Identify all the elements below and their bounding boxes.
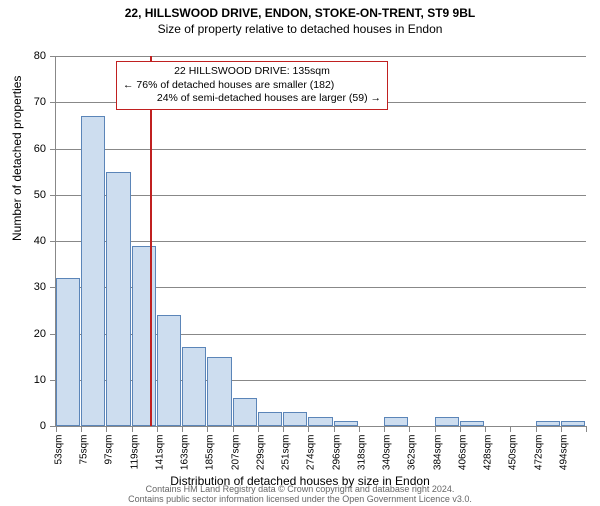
y-tick <box>50 195 56 196</box>
x-tick <box>359 426 360 432</box>
y-tick-label: 50 <box>21 189 46 201</box>
footer-line-2: Contains public sector information licen… <box>0 495 600 505</box>
gridline <box>56 56 586 57</box>
annotation-box: 22 HILLSWOOD DRIVE: 135sqm← 76% of detac… <box>116 61 388 110</box>
reference-line <box>150 56 152 426</box>
histogram-bar <box>157 315 181 426</box>
x-tick <box>384 426 385 432</box>
chart-area: 0102030405060708053sqm75sqm97sqm119sqm14… <box>55 56 585 426</box>
x-tick <box>561 426 562 432</box>
x-tick <box>81 426 82 432</box>
histogram-bar <box>258 412 282 426</box>
x-tick <box>132 426 133 432</box>
x-tick <box>258 426 259 432</box>
y-tick-label: 20 <box>21 328 46 340</box>
annotation-line-1: 22 HILLSWOOD DRIVE: 135sqm <box>123 65 381 79</box>
y-tick-label: 70 <box>21 96 46 108</box>
histogram-bar <box>106 172 130 426</box>
x-tick <box>409 426 410 432</box>
histogram-bar <box>435 417 459 426</box>
y-tick-label: 30 <box>21 281 46 293</box>
x-tick <box>586 426 587 432</box>
y-tick <box>50 241 56 242</box>
chart-container: 22, HILLSWOOD DRIVE, ENDON, STOKE-ON-TRE… <box>0 6 600 506</box>
gridline <box>56 149 586 150</box>
histogram-bar <box>460 421 484 426</box>
gridline <box>56 195 586 196</box>
x-tick <box>435 426 436 432</box>
plot-region: 0102030405060708053sqm75sqm97sqm119sqm14… <box>55 56 586 427</box>
y-tick-label: 10 <box>21 374 46 386</box>
y-tick-label: 0 <box>21 420 46 432</box>
x-tick <box>485 426 486 432</box>
histogram-bar <box>233 398 257 426</box>
x-tick <box>182 426 183 432</box>
x-tick <box>510 426 511 432</box>
histogram-bar <box>283 412 307 426</box>
histogram-bar <box>561 421 585 426</box>
histogram-bar <box>536 421 560 426</box>
gridline <box>56 241 586 242</box>
x-tick <box>233 426 234 432</box>
x-tick <box>536 426 537 432</box>
chart-subtitle: Size of property relative to detached ho… <box>0 22 600 36</box>
histogram-bar <box>56 278 80 426</box>
histogram-bar <box>81 116 105 426</box>
histogram-bar <box>207 357 231 426</box>
histogram-bar <box>308 417 332 426</box>
y-tick <box>50 56 56 57</box>
x-tick <box>460 426 461 432</box>
histogram-bar <box>182 347 206 426</box>
x-tick <box>157 426 158 432</box>
footer-attribution: Contains HM Land Registry data © Crown c… <box>0 485 600 505</box>
histogram-bar <box>334 421 358 426</box>
annotation-line-2: ← 76% of detached houses are smaller (18… <box>123 79 381 93</box>
y-tick-label: 80 <box>21 50 46 62</box>
x-tick <box>334 426 335 432</box>
x-tick <box>308 426 309 432</box>
y-tick <box>50 102 56 103</box>
histogram-bar <box>384 417 408 426</box>
x-tick <box>283 426 284 432</box>
x-tick <box>56 426 57 432</box>
histogram-bar <box>132 246 156 426</box>
x-tick <box>207 426 208 432</box>
x-tick <box>106 426 107 432</box>
y-tick <box>50 149 56 150</box>
annotation-line-3: 24% of semi-detached houses are larger (… <box>123 92 381 106</box>
chart-title: 22, HILLSWOOD DRIVE, ENDON, STOKE-ON-TRE… <box>0 6 600 20</box>
y-tick-label: 40 <box>21 235 46 247</box>
y-tick-label: 60 <box>21 143 46 155</box>
